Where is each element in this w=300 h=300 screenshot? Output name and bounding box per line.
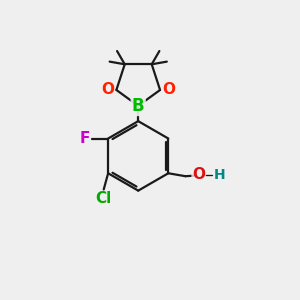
- Text: O: O: [101, 82, 114, 98]
- Text: Cl: Cl: [96, 191, 112, 206]
- Text: O: O: [162, 82, 175, 98]
- Text: F: F: [80, 131, 91, 146]
- Text: B: B: [132, 97, 145, 115]
- Text: O: O: [192, 167, 205, 182]
- Text: H: H: [214, 168, 226, 182]
